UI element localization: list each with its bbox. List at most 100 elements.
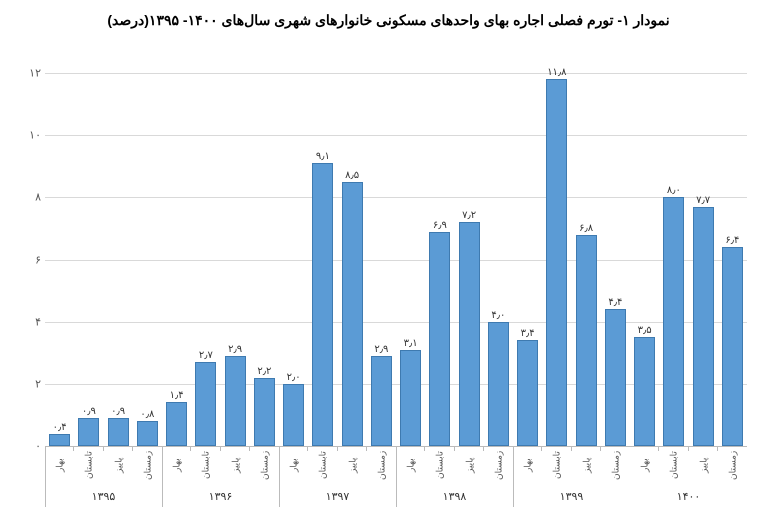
x-group: بهارتابستانپاییززمستان۱۳۹۶: [162, 447, 279, 507]
x-minor-tick: [541, 447, 542, 451]
bar-value-label: ۶٫۴: [725, 235, 739, 246]
x-minor-tick: [337, 447, 338, 451]
bar-slot: ۳٫۵: [630, 73, 659, 446]
bars-container: ۰٫۴۰٫۹۰٫۹۰٫۸۱٫۴۲٫۷۲٫۹۲٫۲۲٫۰۹٫۱۸٫۵۲٫۹۳٫۱۶…: [45, 73, 747, 446]
bar: ۸٫۰: [663, 197, 684, 446]
season-label: پاییز: [221, 449, 250, 481]
bar-group: ۲٫۰ ۹٫۱ ۸٫۵ ۲٫۹: [279, 73, 396, 446]
season-label: زمستان: [718, 449, 747, 481]
bar: ۲٫۰: [283, 384, 304, 446]
season-label: بهار: [162, 449, 191, 481]
x-minor-tick: [307, 447, 308, 451]
bar: ۰٫۴: [49, 434, 70, 446]
season-label: تابستان: [542, 449, 571, 481]
bar: ۳٫۱: [400, 350, 421, 446]
bar-value-label: ۳٫۱: [404, 338, 418, 349]
bar-value-label: ۸٫۵: [345, 170, 359, 181]
bar: ۷٫۲: [459, 222, 480, 446]
bar-value-label: ۲٫۹: [374, 344, 388, 355]
season-label: پاییز: [689, 449, 718, 481]
bar: ۰٫۹: [78, 418, 99, 446]
bar-slot: ۳٫۴: [513, 73, 542, 446]
x-minor-tick: [190, 447, 191, 451]
year-label: ۱۳۹۹: [513, 490, 630, 503]
bar-slot: ۶٫۴: [718, 73, 747, 446]
season-label: بهار: [279, 449, 308, 481]
x-axis: بهارتابستانپاییززمستان۱۳۹۵بهارتابستانپای…: [45, 447, 747, 507]
bar-value-label: ۲٫۲: [257, 366, 271, 377]
bar-slot: ۴٫۰: [484, 73, 513, 446]
season-label: تابستان: [74, 449, 103, 481]
season-label: پاییز: [338, 449, 367, 481]
x-group: بهارتابستانپاییززمستان۱۳۹۵: [45, 447, 162, 507]
season-label: زمستان: [133, 449, 162, 481]
bar-value-label: ۰٫۸: [140, 409, 154, 420]
bar: ۳٫۵: [634, 337, 655, 446]
season-label: تابستان: [308, 449, 337, 481]
bar-slot: ۷٫۲: [455, 73, 484, 446]
bar-value-label: ۲٫۹: [228, 344, 242, 355]
bar: ۱۱٫۸: [546, 79, 567, 446]
x-minor-tick: [366, 447, 367, 451]
bar-slot: ۱٫۴: [162, 73, 191, 446]
bar: ۲٫۹: [371, 356, 392, 446]
year-label: ۱۴۰۰: [630, 490, 747, 503]
x-group: بهارتابستانپاییززمستان۱۴۰۰: [630, 447, 747, 507]
bar-value-label: ۹٫۱: [316, 151, 330, 162]
bar: ۶٫۴: [722, 247, 743, 446]
x-minor-tick: [600, 447, 601, 451]
x-minor-tick: [103, 447, 104, 451]
x-minor-tick: [483, 447, 484, 451]
bar-value-label: ۰٫۹: [82, 406, 96, 417]
group-separator: [45, 447, 46, 507]
group-separator: [396, 447, 397, 507]
bar-group: ۳٫۱۶٫۹۷٫۲۴٫۰: [396, 73, 513, 446]
bar-group: ۰٫۴۰٫۹۰٫۹۰٫۸: [45, 73, 162, 446]
season-label: تابستان: [659, 449, 688, 481]
bar-value-label: ۶٫۸: [579, 223, 593, 234]
bar: ۲٫۷: [195, 362, 216, 446]
bar-value-label: ۰٫۴: [53, 422, 67, 433]
x-group: بهارتابستانپاییززمستان۱۳۹۹: [513, 447, 630, 507]
bar-slot: ۰٫۹: [74, 73, 103, 446]
bar: ۹٫۱: [312, 163, 333, 446]
bar-slot: ۲٫۰: [279, 73, 308, 446]
x-group: بهارتابستانپاییززمستان۱۳۹۷: [279, 447, 396, 507]
bar-slot: ۰٫۹: [104, 73, 133, 446]
group-separator: [162, 447, 163, 507]
plot-area: ۰۲۴۶۸۱۰۱۲ ۰٫۴۰٫۹۰٫۹۰٫۸۱٫۴۲٫۷۲٫۹۲٫۲۲٫۰۹٫۱…: [45, 73, 747, 447]
bar-slot: ۸٫۰: [659, 73, 688, 446]
bar-value-label: ۱٫۴: [170, 390, 184, 401]
bar: ۲٫۹: [225, 356, 246, 446]
x-minor-tick: [658, 447, 659, 451]
x-minor-tick: [571, 447, 572, 451]
bar-group: ۳٫۴ ۱۱٫۸ ۶٫۸ ۴٫۴: [513, 73, 630, 446]
bar-slot: ۸٫۵: [338, 73, 367, 446]
x-minor-tick: [424, 447, 425, 451]
x-minor-tick: [717, 447, 718, 451]
bar: ۳٫۴: [517, 340, 538, 446]
year-label: ۱۳۹۶: [162, 490, 279, 503]
bar-slot: ۹٫۱: [308, 73, 337, 446]
year-label: ۱۳۹۷: [279, 490, 396, 503]
bar-value-label: ۰٫۹: [111, 406, 125, 417]
y-tick-label: ۶: [23, 253, 41, 266]
x-minor-tick: [132, 447, 133, 451]
season-label: پاییز: [572, 449, 601, 481]
bar-value-label: ۸٫۰: [667, 185, 681, 196]
group-separator: [279, 447, 280, 507]
bar-slot: ۰٫۸: [133, 73, 162, 446]
year-label: ۱۳۹۵: [45, 490, 162, 503]
season-label: پاییز: [104, 449, 133, 481]
bar-slot: ۲٫۷: [191, 73, 220, 446]
bar-value-label: ۲٫۰: [287, 372, 301, 383]
season-label: پاییز: [455, 449, 484, 481]
bar-slot: ۶٫۸: [572, 73, 601, 446]
bar-slot: ۰٫۴: [45, 73, 74, 446]
bar: ۲٫۲: [254, 378, 275, 446]
bar-slot: ۴٫۴: [601, 73, 630, 446]
bar: ۷٫۷: [693, 207, 714, 446]
season-label: زمستان: [250, 449, 279, 481]
x-minor-tick: [249, 447, 250, 451]
group-separator: [513, 447, 514, 507]
